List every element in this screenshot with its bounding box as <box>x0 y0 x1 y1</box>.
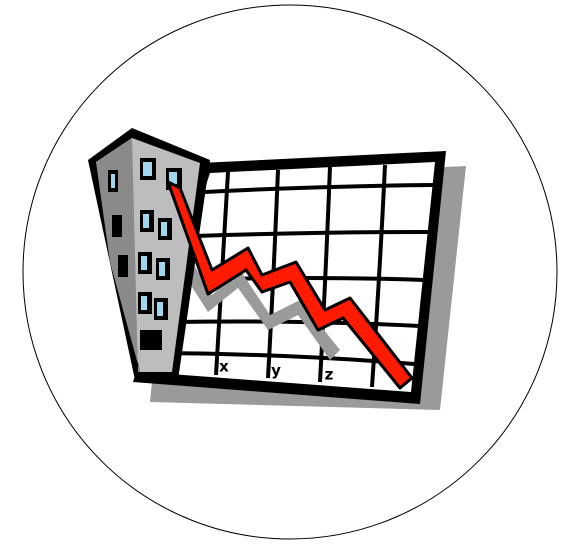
page: x y z (() => { const data = JSON.parse(d… <box>0 0 568 544</box>
axis-label: x <box>219 358 229 376</box>
axis-label: z <box>325 366 334 384</box>
illustration: x y z <box>0 0 568 544</box>
axis-label: y <box>271 362 281 380</box>
